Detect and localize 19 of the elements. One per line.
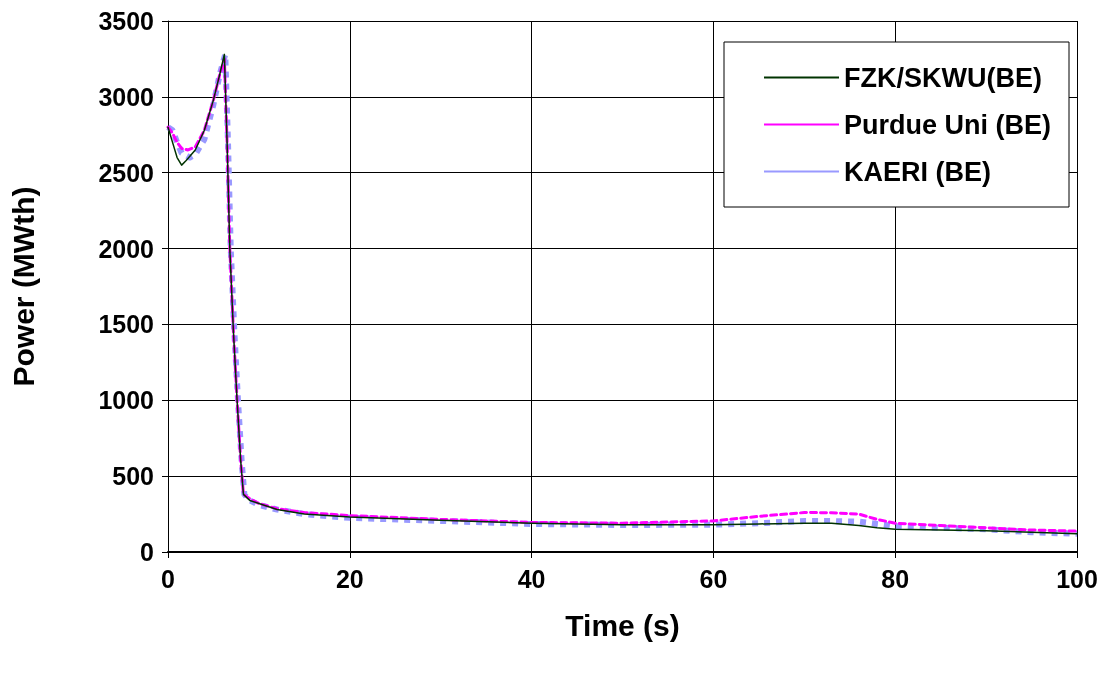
y-tick-label: 500 bbox=[112, 462, 154, 491]
y-tick-label: 3500 bbox=[98, 7, 154, 35]
x-tick-label: 20 bbox=[335, 564, 364, 593]
y-axis-title: Power (MWth) bbox=[6, 186, 40, 387]
y-tick-label: 2000 bbox=[98, 234, 154, 263]
y-tick-label: 1500 bbox=[98, 310, 154, 339]
y-tick-label: 2500 bbox=[98, 158, 154, 187]
legend-label: Purdue Uni (BE) bbox=[844, 109, 1051, 140]
x-tick-label: 40 bbox=[517, 564, 546, 593]
x-tick-label: 0 bbox=[161, 564, 175, 593]
y-tick-label: 1000 bbox=[98, 386, 154, 415]
legend-label: FZK/SKWU(BE) bbox=[844, 62, 1042, 93]
x-tick-label: 100 bbox=[1056, 564, 1098, 593]
y-tick-label: 0 bbox=[140, 538, 154, 566]
legend-label: KAERI (BE) bbox=[844, 156, 991, 187]
x-tick-label: 60 bbox=[699, 564, 728, 593]
y-tick-label: 3000 bbox=[98, 82, 154, 111]
x-axis-title: Time (s) bbox=[565, 608, 680, 642]
x-tick-label: 80 bbox=[881, 564, 910, 593]
